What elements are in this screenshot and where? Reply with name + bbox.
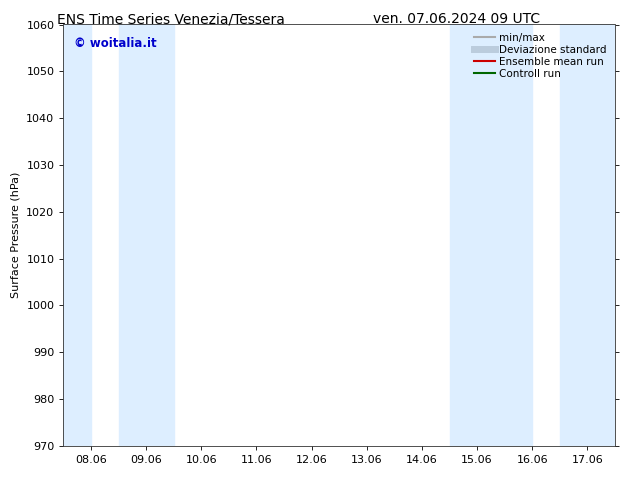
Legend: min/max, Deviazione standard, Ensemble mean run, Controll run: min/max, Deviazione standard, Ensemble m… bbox=[471, 30, 610, 82]
Bar bbox=[119, 24, 174, 446]
Text: ven. 07.06.2024 09 UTC: ven. 07.06.2024 09 UTC bbox=[373, 12, 540, 26]
Text: © woitalia.it: © woitalia.it bbox=[74, 37, 157, 50]
Y-axis label: Surface Pressure (hPa): Surface Pressure (hPa) bbox=[11, 172, 21, 298]
Bar bbox=[63, 24, 91, 446]
Bar bbox=[450, 24, 533, 446]
Bar bbox=[560, 24, 615, 446]
Text: ENS Time Series Venezia/Tessera: ENS Time Series Venezia/Tessera bbox=[57, 12, 285, 26]
